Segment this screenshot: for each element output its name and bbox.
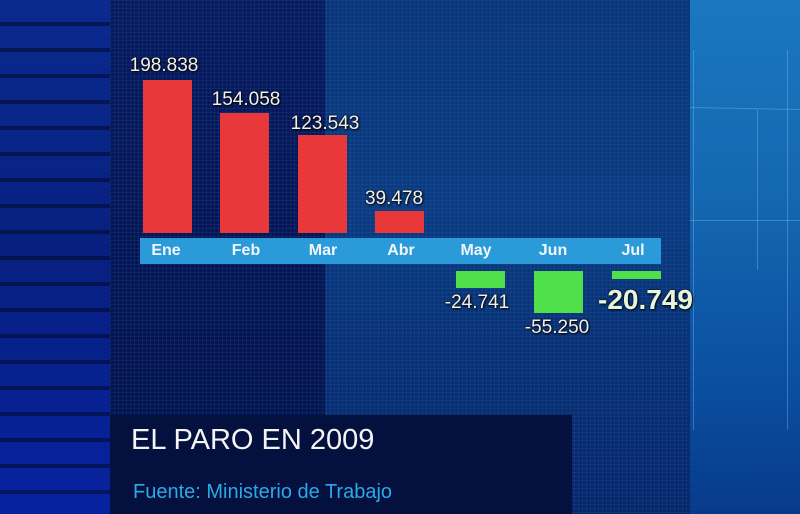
value-label-ene: 198.838	[129, 55, 199, 76]
background-left-stripes	[0, 0, 110, 514]
bar-may	[456, 271, 505, 288]
value-label-jul: -20.749	[598, 284, 693, 315]
bar-feb	[220, 113, 269, 233]
caption-panel	[110, 415, 572, 514]
category-label-may: May	[460, 242, 492, 259]
category-label-jun: Jun	[538, 242, 568, 259]
decor-line	[787, 50, 788, 430]
chart-source: Fuente: Ministerio de Trabajo	[133, 481, 393, 503]
category-label-ene: Ene	[151, 242, 181, 259]
category-label-abr: Abr	[387, 242, 415, 259]
value-label-abr: 39.478	[364, 188, 424, 209]
bar-jun	[534, 271, 583, 313]
decor-line	[757, 110, 758, 270]
bar-jul	[612, 271, 661, 279]
chart-title: EL PARO EN 2009	[131, 424, 375, 456]
category-label-feb: Feb	[231, 242, 261, 259]
value-label-may: -24.741	[444, 292, 510, 313]
category-axis	[140, 238, 661, 264]
category-label-mar: Mar	[308, 242, 338, 259]
decor-line	[690, 220, 800, 221]
value-label-mar: 123.543	[290, 113, 360, 134]
value-label-jun: -55.250	[524, 317, 590, 338]
category-label-jul: Jul	[621, 242, 645, 259]
value-label-feb: 154.058	[211, 89, 281, 110]
bar-ene	[143, 80, 192, 233]
bar-abr	[375, 211, 424, 233]
background-right-panel	[690, 0, 800, 514]
decor-line	[693, 50, 694, 430]
bar-mar	[298, 135, 347, 233]
